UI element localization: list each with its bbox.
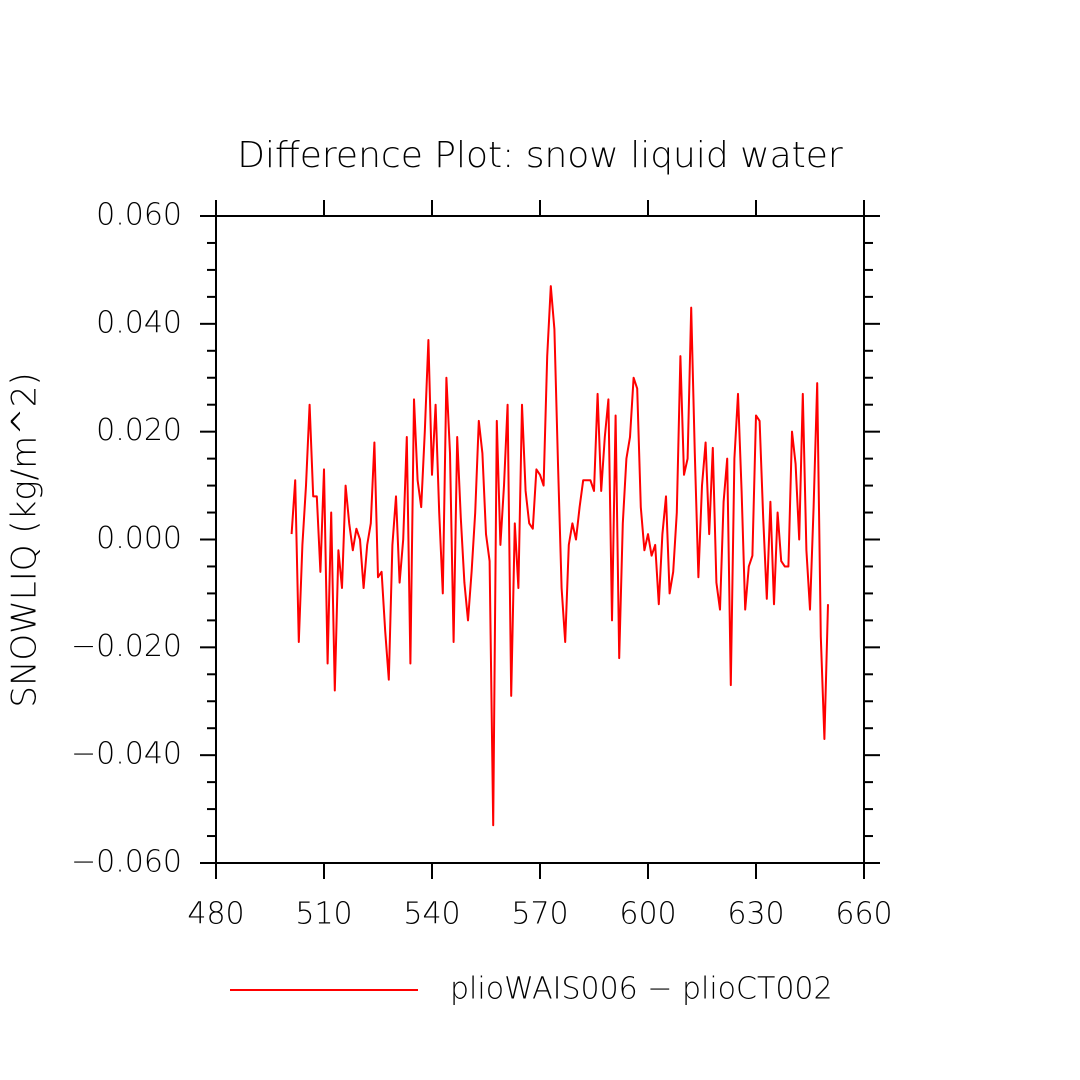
y-axis-label: SNOWLIQ (kg/m^2) <box>5 372 45 707</box>
y-tick-label: 0.000 <box>96 521 182 556</box>
x-tick-label: 540 <box>403 897 460 932</box>
y-tick-label: −0.020 <box>71 629 182 664</box>
x-tick-label: 510 <box>295 897 352 932</box>
data-line <box>290 285 829 827</box>
legend-label: plioWAIS006 − plioCT002 <box>450 972 833 1007</box>
chart-title: Difference Plot: snow liquid water <box>237 135 843 176</box>
x-tick-label: 630 <box>727 897 784 932</box>
x-tick-label: 570 <box>511 897 568 932</box>
x-tick-label: 600 <box>619 897 676 932</box>
x-tick-label: 480 <box>187 897 244 932</box>
y-tick-label: 0.060 <box>96 198 182 233</box>
y-tick-label: −0.040 <box>71 737 182 772</box>
plot-frame <box>215 215 865 864</box>
y-tick-label: 0.020 <box>96 413 182 448</box>
y-tick-label: 0.040 <box>96 305 182 340</box>
y-tick-label: −0.060 <box>71 845 182 880</box>
x-tick-label: 660 <box>835 897 892 932</box>
